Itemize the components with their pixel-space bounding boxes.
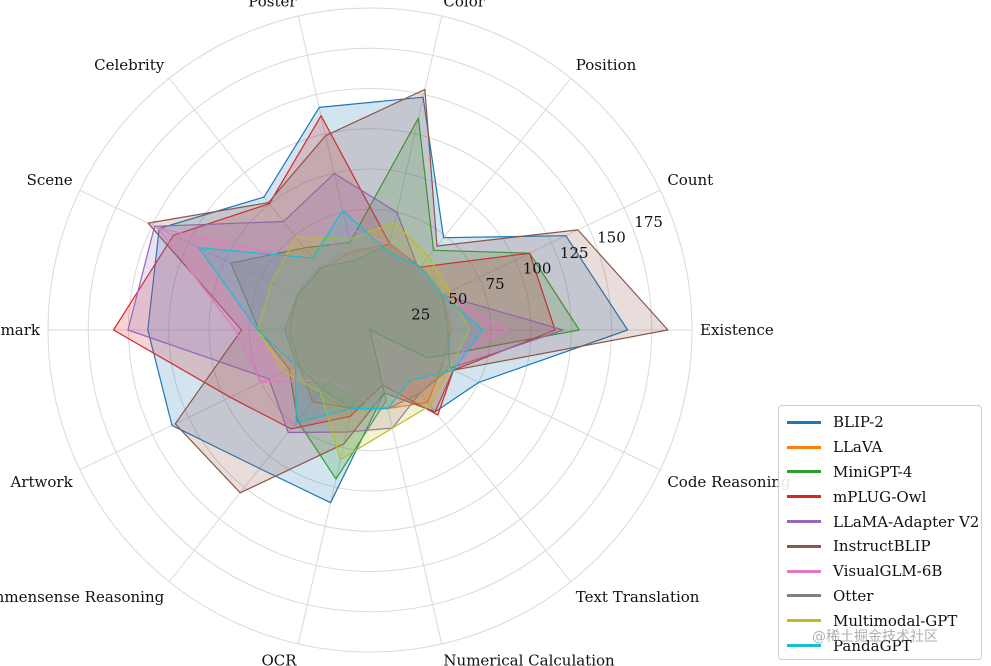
grid-spoke [297,329,371,645]
axis-label-commensense-reasoning: Commensense Reasoning [0,588,165,606]
legend-swatch [787,594,821,598]
radial-tick-label: 50 [448,290,467,308]
legend-item: mPLUG-Owl [787,484,981,509]
legend-label: PandaGPT [833,636,912,655]
axis-label-numerical-calculation: Numerical Calculation [443,652,615,666]
axis-label-position: Position [576,56,637,74]
axis-label-ocr: OCR [261,652,297,666]
axis-label-text-translation: Text Translation [576,588,700,606]
label-layer: 25 50 75 100 125 150 175 Existence Count Position… [0,0,791,666]
legend-swatch [787,520,821,524]
grid-spoke [79,189,371,331]
legend-swatch [787,544,821,548]
radial-tick-label: 150 [597,229,626,247]
series-pandagpt-area [198,209,484,424]
legend-item: Otter [787,584,981,609]
axis-label-artwork: Artwork [10,473,74,491]
legend-item: BLIP-2 [787,410,981,435]
legend-item: InstructBLIP [787,534,981,559]
legend-item: LLaVA [787,435,981,460]
radial-tick-label: 25 [411,306,430,324]
legend-label: mPLUG-Owl [833,487,927,506]
legend-swatch [787,619,821,623]
axis-label-poster: Poster [248,0,297,10]
legend-swatch [787,445,821,449]
legend-label: InstructBLIP [833,537,931,556]
legend-swatch [787,495,821,499]
radial-tick-label: 175 [634,213,663,231]
grid-spoke [79,329,371,471]
legend-label: Otter [833,586,874,605]
series-otter-area [284,243,451,410]
legend-label: LLaVA [833,438,883,457]
legend-swatch [787,569,821,573]
legend-label: VisualGLM-6B [833,562,943,581]
legend-label: MiniGPT-4 [833,462,913,481]
axis-label-scene: Scene [27,171,73,189]
watermark: @稀土掘金技术社区 [812,629,938,645]
axis-label-existence: Existence [700,321,774,339]
legend-label: Multimodal-GPT [833,611,958,630]
axis-label-color: Color [443,0,485,10]
legend-swatch [787,644,821,648]
legend: BLIP-2 LLaVA MiniGPT-4 mPLUG-Owl LLaMA-Adapt… [778,405,982,660]
legend-item: VisualGLM-6B [787,559,981,584]
radial-tick-label: 75 [486,275,505,293]
series-llama-adapter-v2-area [127,172,564,434]
series-instructblip-area [147,88,669,494]
axis-label-count: Count [667,171,713,189]
grid-spoke [369,189,661,331]
polar-grid [47,7,693,653]
legend-label: LLaMA-Adapter V2 [833,512,980,531]
legend-swatch [787,470,821,474]
axis-label-code-reasoning: Code Reasoning [667,473,791,491]
legend-item: Multimodal-GPT [787,608,981,633]
grid-spoke [369,15,443,331]
grid-spoke [369,77,572,331]
series-layer [112,88,669,504]
legend-swatch [787,420,821,424]
grid-spoke [168,329,371,583]
grid-spoke [369,329,572,583]
legend-item: MiniGPT-4 [787,460,981,485]
radial-tick-label: 100 [523,259,552,277]
legend-item: LLaMA-Adapter V2 [787,509,981,534]
legend-label: BLIP-2 [833,413,884,432]
series-minigpt-4-area [230,117,580,480]
legend-item: PandaGPT [787,633,981,658]
axis-label-celebrity: Celebrity [94,56,165,74]
radial-tick-label: 125 [560,244,589,262]
axis-label-landmark: Landmark [0,321,41,339]
